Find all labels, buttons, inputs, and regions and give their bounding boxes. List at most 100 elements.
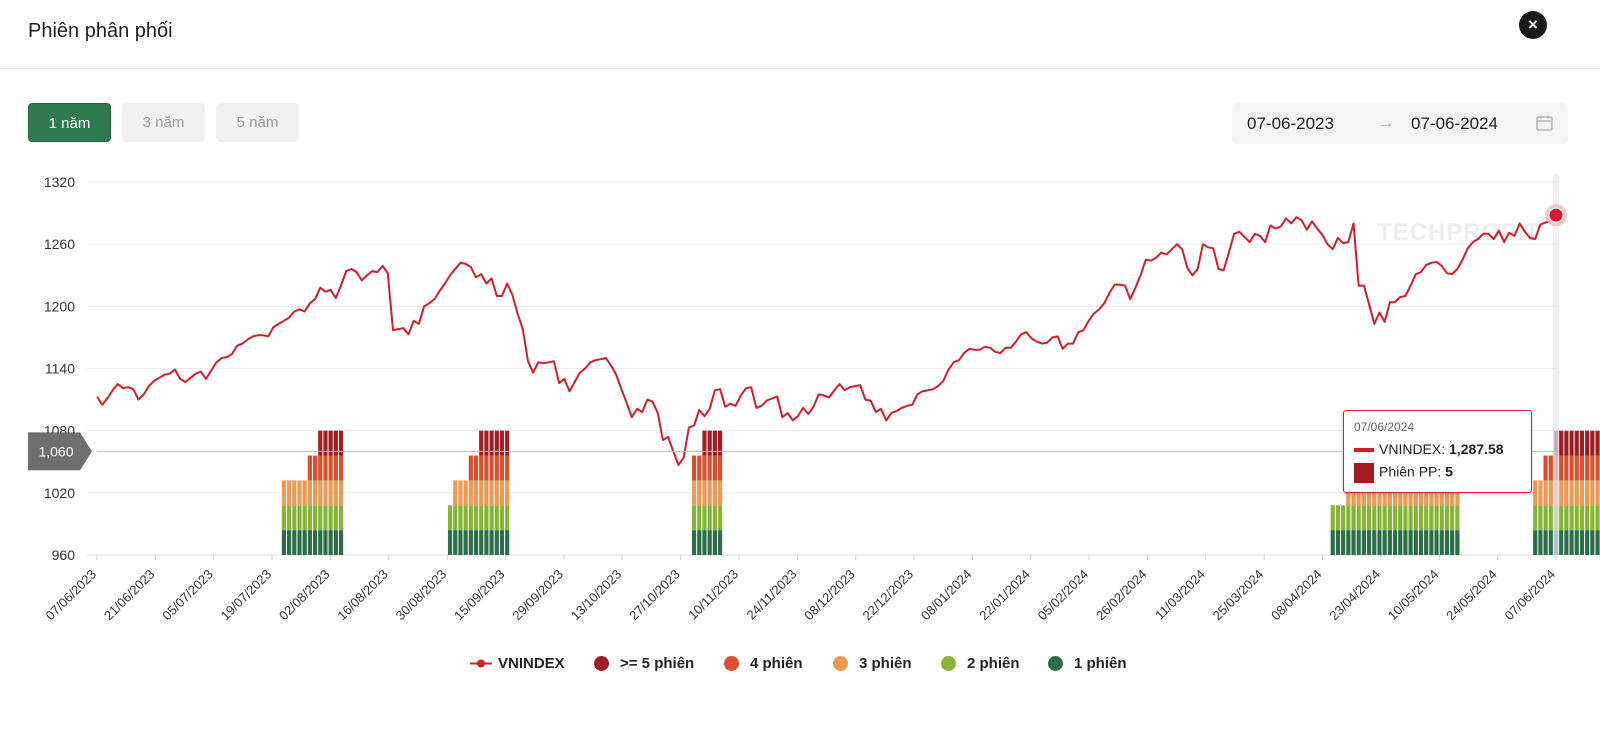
session-bar-block: [1398, 530, 1403, 555]
session-bar-block: [1429, 530, 1434, 555]
session-bar-block: [1574, 530, 1579, 555]
end-date-input[interactable]: 07-06-2024: [1411, 114, 1498, 133]
start-date-input[interactable]: 07-06-2023: [1247, 114, 1334, 133]
session-bar-block: [1559, 430, 1564, 456]
session-bar-block: [468, 530, 473, 555]
session-bar-block: [1574, 455, 1579, 481]
session-bar-block: [707, 530, 712, 555]
session-bar-block: [484, 505, 489, 531]
session-bar-block: [702, 430, 707, 456]
session-bar-block: [338, 430, 344, 456]
session-bar-block: [712, 480, 717, 506]
session-bar-block: [1548, 480, 1553, 506]
session-bar-block: [489, 505, 494, 531]
session-bar-block: [1564, 455, 1569, 481]
close-button[interactable]: ×: [1519, 11, 1547, 39]
session-bar-block: [1351, 505, 1356, 531]
session-bar-block: [333, 505, 338, 531]
session-bar-block: [1585, 455, 1590, 481]
session-bar-block: [1330, 530, 1335, 555]
session-bar-block: [1569, 455, 1574, 481]
session-bar-block: [1356, 505, 1361, 531]
session-bar-block: [1335, 530, 1341, 555]
active-point: [1548, 207, 1564, 223]
session-bar-block: [281, 505, 287, 531]
session-bar-block: [333, 430, 338, 456]
session-bar-block: [307, 455, 312, 481]
session-bar-block: [707, 455, 712, 481]
legend-dot-icon: [833, 656, 848, 671]
session-bar-block: [484, 430, 489, 456]
session-bar-block: [312, 530, 318, 555]
session-bar-block: [505, 480, 510, 506]
session-bar-block: [297, 480, 302, 506]
session-bar-block: [1538, 530, 1543, 555]
session-bar-block: [1595, 455, 1600, 481]
session-bar-block: [468, 480, 473, 506]
x-tick-label: 21/06/2023: [101, 567, 158, 624]
session-bar-block: [1548, 530, 1553, 555]
session-bar-block: [318, 455, 323, 481]
session-bar-block: [318, 480, 323, 506]
session-bar-block: [1590, 430, 1595, 456]
session-bar-block: [1548, 455, 1553, 481]
session-bar-block: [1569, 505, 1574, 531]
modal-title: Phiên phân phối: [28, 20, 173, 42]
session-bar-block: [717, 430, 723, 456]
session-bar-block: [499, 455, 505, 481]
x-tick-label: 05/07/2023: [159, 567, 216, 624]
session-bar-block: [1356, 530, 1361, 555]
x-tick-label: 07/06/2023: [42, 567, 99, 624]
session-bar-block: [323, 455, 328, 481]
session-bar-block: [468, 455, 473, 481]
session-bar-block: [463, 480, 468, 506]
session-bar-block: [1455, 505, 1460, 531]
session-bar-block: [328, 505, 333, 531]
session-bar-block: [463, 530, 468, 555]
y-tick-label: 1260: [44, 236, 75, 252]
session-bar-block: [1351, 530, 1356, 555]
session-bar-block: [312, 505, 318, 531]
y-tick-label: 1320: [44, 174, 75, 190]
session-bar-block: [1585, 480, 1590, 506]
session-bar-block: [1439, 530, 1444, 555]
session-bar-block: [479, 505, 484, 531]
session-bar-block: [712, 530, 717, 555]
session-bar-block: [717, 530, 723, 555]
session-bar-block: [473, 480, 479, 506]
legend-dot-icon: [941, 656, 956, 671]
date-range-arrow: →: [1378, 115, 1394, 132]
session-bar-block: [702, 455, 707, 481]
session-bar-block: [484, 530, 489, 555]
session-bar-block: [1559, 505, 1564, 531]
session-bar-block: [494, 530, 499, 555]
y-tick-label: 1140: [45, 361, 75, 377]
calendar-icon[interactable]: [1536, 115, 1553, 131]
date-range-picker[interactable]: 07-06-2023 → 07-06-2024: [1232, 103, 1568, 144]
session-bar-block: [1559, 480, 1564, 506]
session-bar-block: [323, 505, 328, 531]
range-3y-button[interactable]: 3 năm: [122, 103, 205, 142]
session-bar-block: [697, 530, 702, 555]
x-axis: 07/06/2023 21/06/2023 05/07/2023 19/07/2023…: [42, 555, 1558, 623]
session-bar-block: [494, 430, 499, 456]
session-bar-block: [494, 455, 499, 481]
session-bar-block: [307, 480, 312, 506]
session-bar-block: [1538, 480, 1543, 506]
session-bar-block: [297, 530, 302, 555]
range-1y-button[interactable]: 1 năm: [28, 103, 111, 142]
session-bar-block: [707, 480, 712, 506]
session-bar-block: [333, 455, 338, 481]
y-tick-label: 1020: [44, 485, 75, 501]
session-bar-block: [505, 430, 510, 456]
session-bar-block: [1392, 530, 1398, 555]
session-bar-block: [1585, 505, 1590, 531]
session-bar-block: [1403, 530, 1408, 555]
session-bar-block: [453, 530, 458, 555]
x-tick-label: 25/03/2024: [1210, 567, 1267, 624]
session-bar-block: [1408, 505, 1413, 531]
x-tick-label: 22/12/2023: [860, 567, 917, 624]
session-bar-block: [307, 530, 312, 555]
range-5y-button[interactable]: 5 năm: [216, 103, 299, 142]
